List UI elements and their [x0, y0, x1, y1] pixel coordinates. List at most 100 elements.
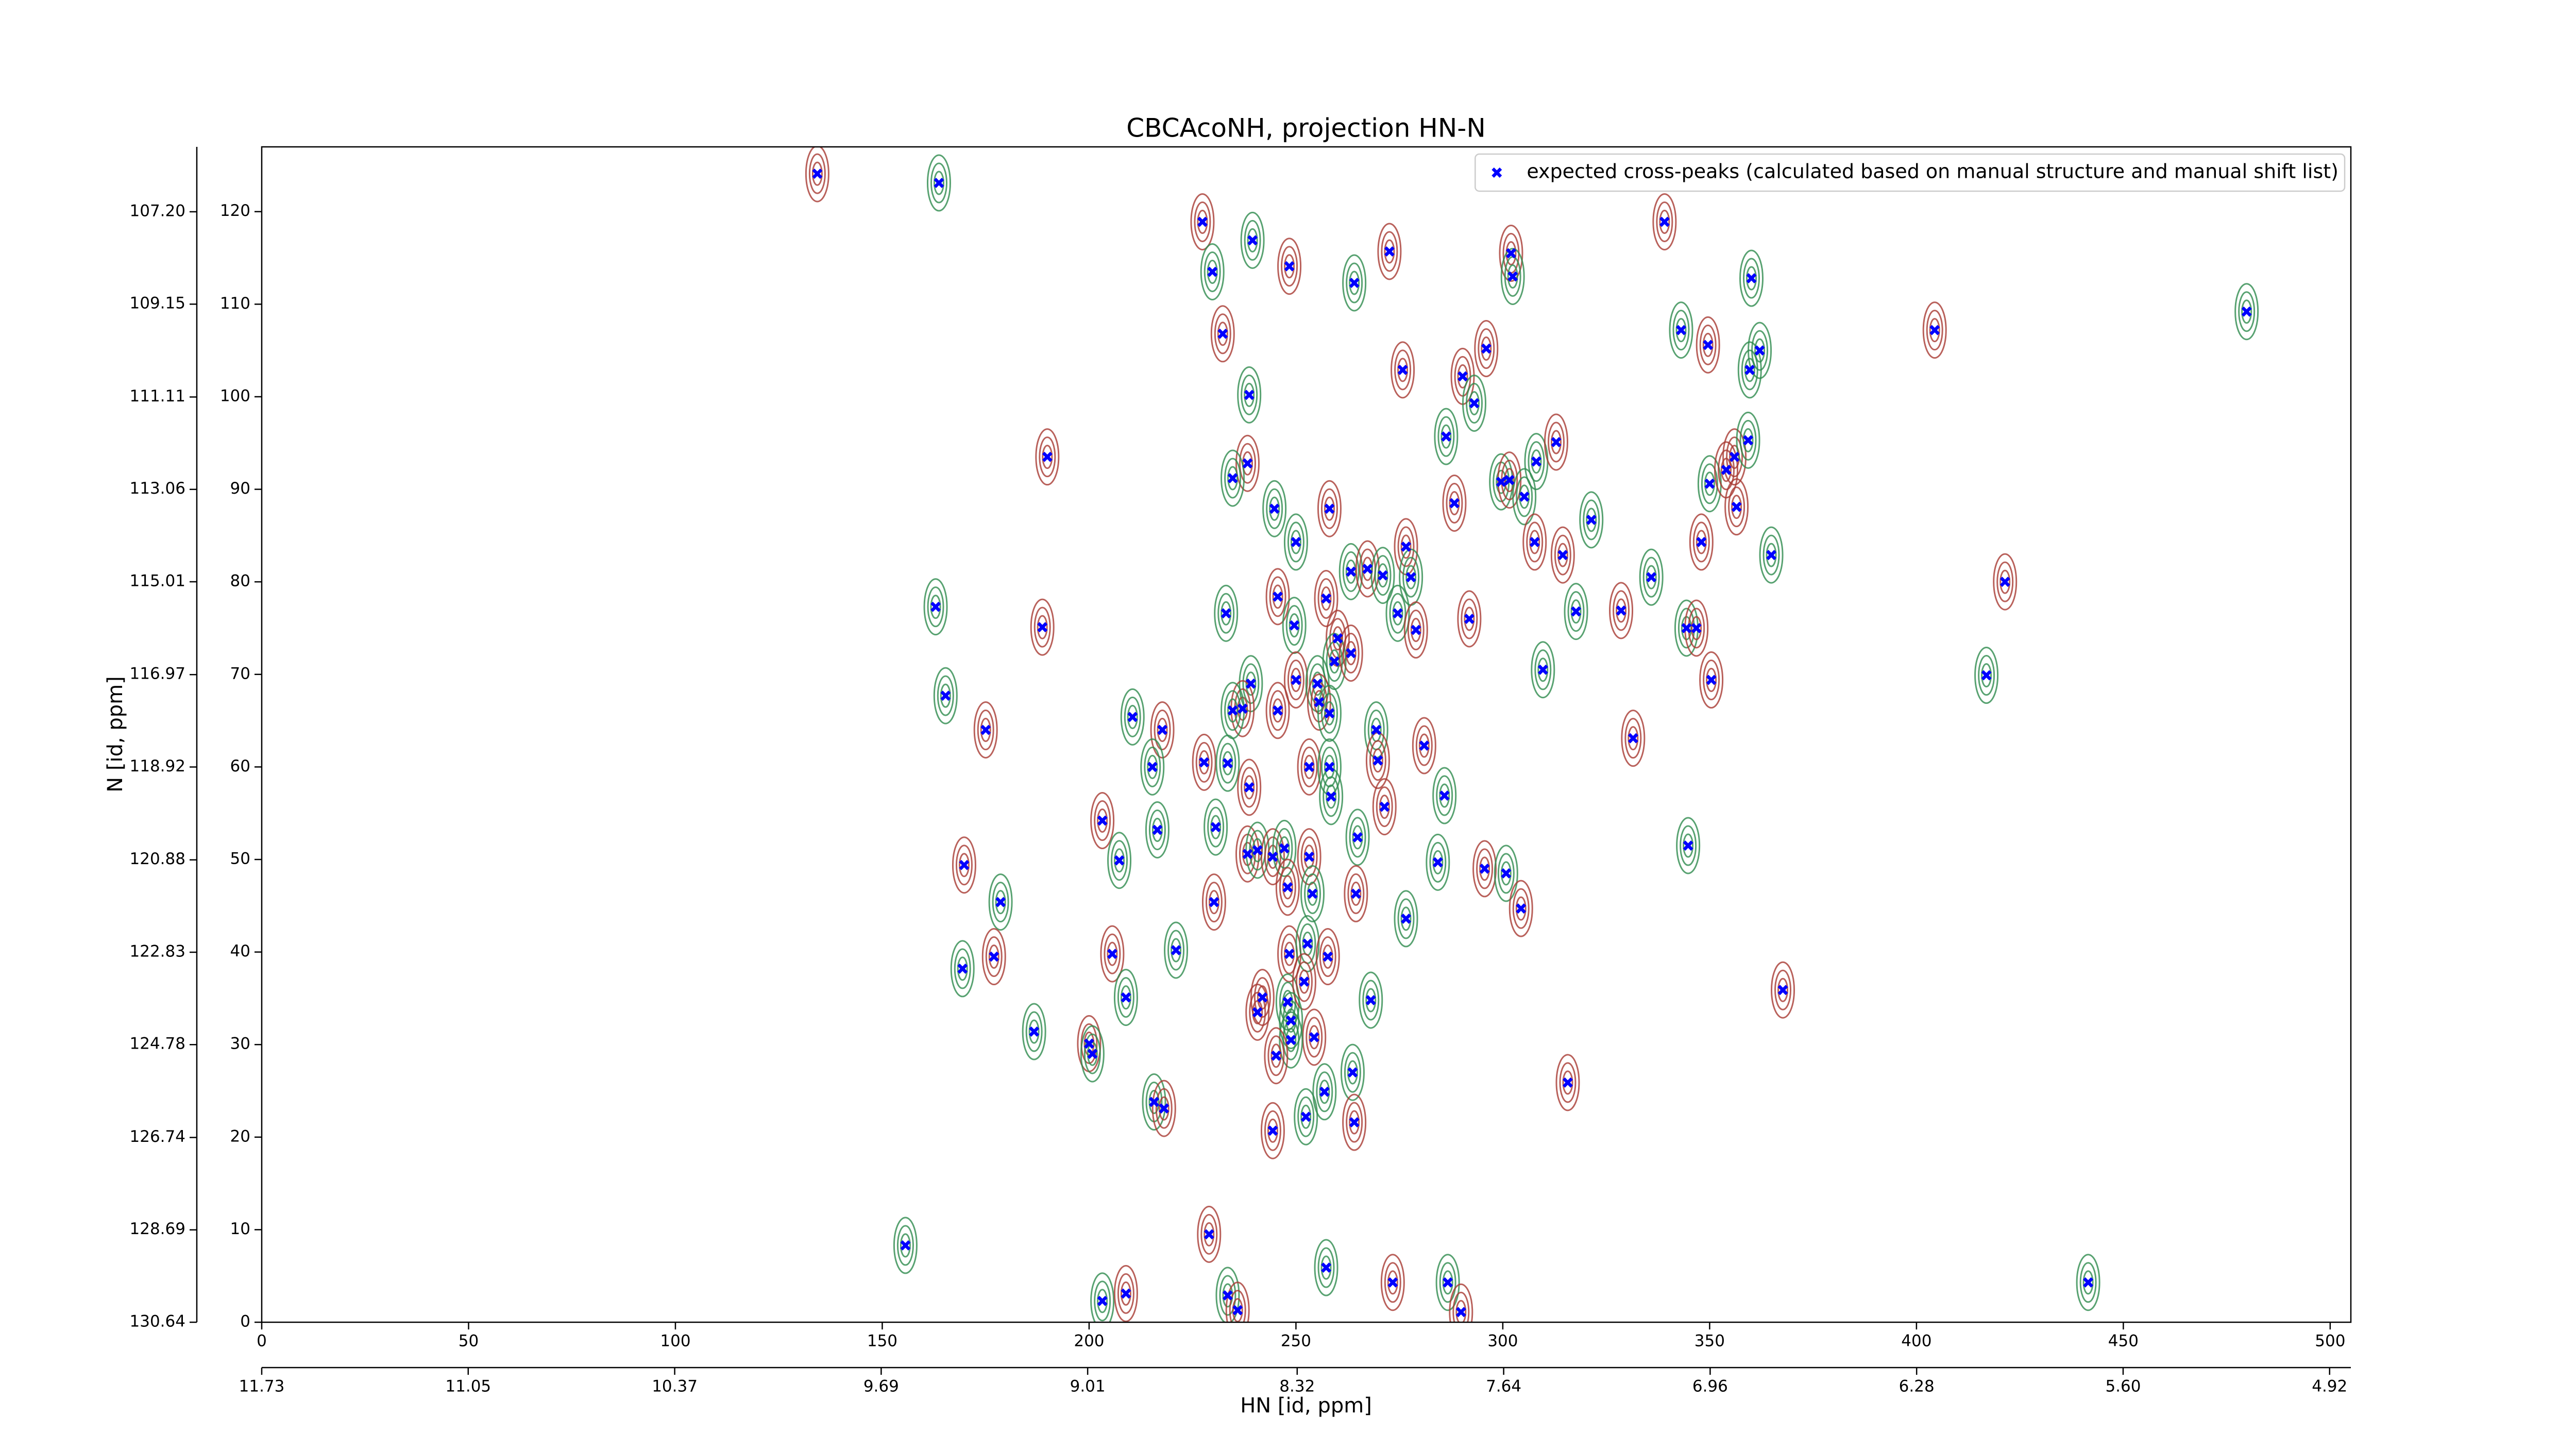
contour: [1164, 921, 1189, 979]
contour: [1239, 443, 1256, 484]
contour: [1737, 341, 1762, 399]
contour: [1297, 1096, 1315, 1137]
contour: [1120, 985, 1131, 1010]
contour: [1270, 1043, 1282, 1068]
x2-tick-label: 6.28: [1899, 1377, 1935, 1396]
contour: [1457, 590, 1482, 648]
cross-peak: [1282, 997, 1293, 1007]
contour: [1285, 605, 1303, 646]
contour: [1097, 1289, 1108, 1313]
contour: [1656, 201, 1673, 242]
contour: [1317, 1247, 1335, 1288]
x2-tick-label: 6.96: [1692, 1377, 1728, 1396]
cross-peak: [1419, 740, 1430, 751]
contour: [1338, 624, 1363, 682]
contour: [1097, 808, 1108, 833]
contour: [1219, 1275, 1236, 1316]
contour: [1346, 262, 1363, 304]
contour: [1030, 598, 1055, 656]
contour: [1384, 1262, 1401, 1303]
contour: [1094, 1280, 1111, 1322]
contour: [1332, 626, 1344, 651]
cross-peak: [1349, 1117, 1360, 1128]
contour: [1439, 1262, 1456, 1303]
cross-peak: [1981, 670, 1992, 681]
cross-peak: [1083, 1038, 1094, 1049]
contour: [1171, 938, 1182, 963]
cross-peak: [1227, 473, 1238, 483]
contour: [1204, 1222, 1215, 1246]
contour: [1728, 486, 1745, 528]
contour: [1303, 845, 1315, 869]
cross-peak: [1392, 608, 1403, 619]
contour: [1365, 988, 1377, 1013]
cross-peak: [940, 690, 951, 701]
contour: [1628, 726, 1639, 751]
cross-peak: [1346, 566, 1357, 577]
contour: [1676, 817, 1701, 874]
cross-peak: [1252, 845, 1263, 856]
cross-peak: [1171, 945, 1181, 955]
contour: [1307, 881, 1318, 906]
contour: [1397, 526, 1415, 567]
contour: [1247, 228, 1258, 252]
contour: [1127, 704, 1138, 729]
cross-peak: [1127, 712, 1138, 722]
cross-peak: [1326, 791, 1336, 802]
contour: [930, 162, 947, 204]
cross-peak: [1440, 431, 1451, 442]
cross-peak: [1097, 815, 1108, 826]
contour: [1323, 776, 1340, 817]
contour: [1557, 543, 1568, 567]
cross-peak: [1704, 478, 1715, 489]
contour: [1284, 941, 1295, 966]
contour: [1500, 861, 1512, 886]
x2-tick-label: 11.73: [239, 1377, 285, 1396]
contour: [988, 873, 1013, 931]
contour: [1283, 651, 1308, 709]
contour: [1377, 223, 1402, 280]
cross-peak: [1121, 992, 1131, 1003]
cross-peak: [1731, 501, 1742, 512]
contour: [2082, 1270, 2094, 1295]
contour: [1586, 508, 1597, 532]
cross-peak: [1706, 675, 1717, 685]
cross-peak: [1455, 1307, 1466, 1318]
contour: [1289, 613, 1300, 638]
contour: [1042, 445, 1053, 469]
cross-peak: [1531, 456, 1541, 467]
legend-label: expected cross-peaks (calculated based o…: [1527, 160, 2338, 183]
contour: [981, 928, 1006, 986]
contour: [1210, 815, 1222, 839]
cross-peak: [1149, 1097, 1160, 1107]
cross-peak: [1242, 849, 1253, 860]
contour: [1379, 795, 1390, 819]
contour: [1157, 718, 1168, 743]
cross-peak: [930, 601, 941, 612]
cross-peak: [1300, 1111, 1311, 1122]
contour: [1300, 746, 1318, 787]
contour: [1309, 1025, 1320, 1050]
x2-tick-label: 9.01: [1070, 1377, 1106, 1396]
cross-peak: [1449, 498, 1460, 509]
contour: [1777, 978, 1789, 1002]
contour: [1120, 1281, 1131, 1306]
contour: [1151, 817, 1163, 842]
cross-peak: [1616, 605, 1626, 616]
contour: [1340, 1043, 1365, 1101]
contour: [1554, 534, 1571, 576]
contour: [1277, 238, 1302, 295]
contour: [1672, 310, 1690, 351]
contour: [1194, 201, 1211, 242]
contour: [1442, 474, 1467, 532]
contour: [1120, 688, 1145, 746]
contour: [1683, 833, 1694, 858]
x-tick-label: 350: [1694, 1332, 1725, 1351]
contour: [1083, 1033, 1101, 1074]
contour: [1381, 231, 1398, 272]
contour: [1344, 865, 1368, 922]
contour: [957, 956, 968, 981]
contour: [1774, 969, 1792, 1010]
contour: [1269, 576, 1286, 617]
contour: [1221, 601, 1232, 626]
